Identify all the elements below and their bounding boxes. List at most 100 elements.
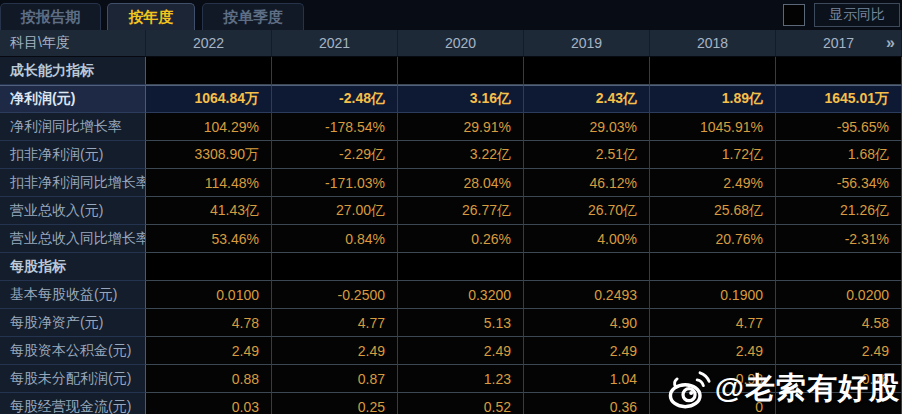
cell-value: -2.31% [776, 225, 902, 253]
cell-value: 2.43亿 [524, 85, 650, 113]
cell-value [398, 253, 524, 281]
row-label: 净利润同比增长率 [0, 113, 146, 141]
cell-value: 0.3200 [398, 281, 524, 309]
cell-value: 1064.84万 [146, 85, 272, 113]
cell-value: 4.00% [524, 225, 650, 253]
cell-value: 53.46% [146, 225, 272, 253]
cell-value: 0.26% [398, 225, 524, 253]
cell-value [398, 57, 524, 85]
cell-value: 0.0200 [776, 281, 902, 309]
cell-value: 21.26亿 [776, 197, 902, 225]
more-years-icon[interactable]: » [886, 34, 895, 52]
table-row[interactable]: 每股未分配利润(元)0.880.871.231.040.930.76 [0, 365, 902, 393]
cell-value: -171.03% [272, 169, 398, 197]
cell-value: 0 [650, 393, 776, 414]
cell-value: 29.03% [524, 113, 650, 141]
section-row[interactable]: 成长能力指标 [0, 57, 902, 85]
cell-value: 2.49 [776, 337, 902, 365]
table-body: 成长能力指标净利润(元)1064.84万-2.48亿3.16亿2.43亿1.89… [0, 57, 902, 414]
cell-value: 1.89亿 [650, 85, 776, 113]
tabbar-right-controls: 显示同比 [783, 0, 902, 30]
show-yoy-toggle-label[interactable]: 显示同比 [814, 3, 900, 27]
tab-by-single-quarter[interactable]: 按单季度 [202, 3, 304, 30]
cell-value: 3308.90万 [146, 141, 272, 169]
table-row[interactable]: 扣非净利润同比增长率114.48%-171.03%28.04%46.12%2.4… [0, 169, 902, 197]
row-label: 扣非净利润(元) [0, 141, 146, 169]
tab-by-report-period[interactable]: 按报告期 [0, 3, 101, 30]
cell-value: 2.49 [272, 337, 398, 365]
table-row[interactable]: 营业总收入同比增长率53.46%0.84%0.26%4.00%20.76%-2.… [0, 225, 902, 253]
row-label: 每股净资产(元) [0, 309, 146, 337]
cell-value: 0.36 [524, 393, 650, 414]
cell-value: 5.13 [398, 309, 524, 337]
table-row[interactable]: 基本每股收益(元)0.0100-0.25000.32000.24930.1900… [0, 281, 902, 309]
cell-value [776, 393, 902, 414]
cell-value [272, 253, 398, 281]
cell-value: 1045.91% [650, 113, 776, 141]
table-row[interactable]: 每股资本公积金(元)2.492.492.492.492.492.49 [0, 337, 902, 365]
row-label: 净利润(元) [0, 85, 146, 113]
table-row[interactable]: 扣非净利润(元)3308.90万-2.29亿3.22亿2.51亿1.72亿1.6… [0, 141, 902, 169]
cell-value: 4.77 [650, 309, 776, 337]
cell-value: 4.78 [146, 309, 272, 337]
cell-value: -0.2500 [272, 281, 398, 309]
cell-value [524, 253, 650, 281]
table-row[interactable]: 每股经营现金流(元)0.030.250.520.360 [0, 393, 902, 414]
cell-value: 29.91% [398, 113, 524, 141]
year-header-2021: 2021 [272, 30, 398, 57]
cell-value: 2.49% [650, 169, 776, 197]
cell-value: -2.29亿 [272, 141, 398, 169]
row-label: 营业总收入(元) [0, 197, 146, 225]
cell-value: 28.04% [398, 169, 524, 197]
tab-by-year[interactable]: 按年度 [107, 3, 195, 30]
table-row[interactable]: 净利润同比增长率104.29%-178.54%29.91%29.03%1045.… [0, 113, 902, 141]
table-row[interactable]: 营业总收入(元)41.43亿27.00亿26.77亿26.70亿25.68亿21… [0, 197, 902, 225]
table-row[interactable]: 净利润(元)1064.84万-2.48亿3.16亿2.43亿1.89亿1645.… [0, 85, 902, 113]
row-label: 基本每股收益(元) [0, 281, 146, 309]
cell-value: 1.23 [398, 365, 524, 393]
cell-value: 2.49 [398, 337, 524, 365]
cell-value: 3.16亿 [398, 85, 524, 113]
cell-value: 25.68亿 [650, 197, 776, 225]
cell-value: 0.84% [272, 225, 398, 253]
cell-value: 4.90 [524, 309, 650, 337]
row-label: 成长能力指标 [0, 57, 146, 85]
cell-value: -2.48亿 [272, 85, 398, 113]
cell-value: 27.00亿 [272, 197, 398, 225]
year-header-2019: 2019 [524, 30, 650, 57]
stock-financials-panel: 按报告期 按年度 按单季度 显示同比 科目\年度 202220212020201… [0, 0, 902, 414]
section-row[interactable]: 每股指标 [0, 253, 902, 281]
year-header-2018: 2018 [650, 30, 776, 57]
cell-value [524, 57, 650, 85]
cell-value: -56.34% [776, 169, 902, 197]
cell-value: 0.1900 [650, 281, 776, 309]
cell-value: 0.25 [272, 393, 398, 414]
cell-value: 26.77亿 [398, 197, 524, 225]
show-yoy-checkbox[interactable] [783, 4, 805, 26]
year-header-2022: 2022 [146, 30, 272, 57]
table-row[interactable]: 每股净资产(元)4.784.775.134.904.774.58 [0, 309, 902, 337]
cell-value: 0.87 [272, 365, 398, 393]
cell-value: 0.93 [650, 365, 776, 393]
cell-value [650, 57, 776, 85]
cell-value: 0.88 [146, 365, 272, 393]
cell-value: 26.70亿 [524, 197, 650, 225]
cell-value: 2.51亿 [524, 141, 650, 169]
corner-header-cell: 科目\年度 [0, 30, 146, 57]
cell-value: 0.52 [398, 393, 524, 414]
cell-value: 41.43亿 [146, 197, 272, 225]
period-tab-bar: 按报告期 按年度 按单季度 显示同比 [0, 0, 902, 30]
cell-value: 104.29% [146, 113, 272, 141]
row-label: 扣非净利润同比增长率 [0, 169, 146, 197]
cell-value [146, 253, 272, 281]
cell-value: -178.54% [272, 113, 398, 141]
cell-value: 0.2493 [524, 281, 650, 309]
cell-value: 1.68亿 [776, 141, 902, 169]
cell-value [650, 253, 776, 281]
cell-value: 0.03 [146, 393, 272, 414]
cell-value [146, 57, 272, 85]
financials-table: 科目\年度 202220212020201920182017» 成长能力指标净利… [0, 30, 902, 414]
cell-value [776, 57, 902, 85]
cell-value [272, 57, 398, 85]
year-header-2020: 2020 [398, 30, 524, 57]
